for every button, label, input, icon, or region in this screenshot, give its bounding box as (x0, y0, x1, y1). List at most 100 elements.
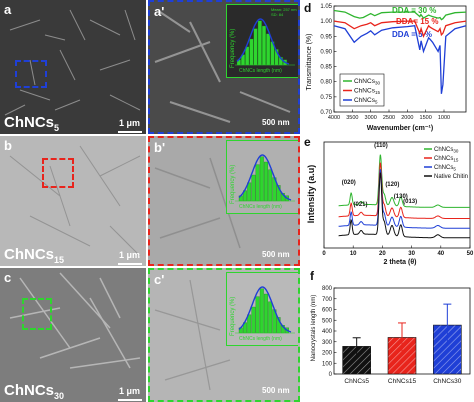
ftir-ytick-label: 0.80 (320, 80, 332, 86)
inset-xlabel-c1: ChNCs length (nm) (239, 336, 282, 342)
inset-ylabel-b1: Frequency (%) (230, 164, 236, 204)
xrd-xtick-label: 40 (437, 251, 444, 257)
inset-ylabel-c1: Frequency (%) (230, 296, 236, 336)
chart-letter-f: f (310, 269, 315, 283)
ftir-ytick-label: 0.90 (320, 49, 332, 55)
ftir-chart: d Transmittance (%) Wavenumber (cm⁻¹) DD… (304, 1, 467, 132)
panel-letter-b1: b' (154, 140, 166, 155)
bar-ytick-label: 400 (322, 329, 333, 335)
ftir-ytick-label: 1.05 (320, 4, 332, 10)
chart-letter-d: d (304, 1, 311, 15)
histogram-inset-c1: Frequency (%) ChNCs length (nm) (226, 272, 298, 346)
ftir-ytick-label: 0.85 (320, 65, 332, 71)
xrd-peak-label: (020) (342, 180, 356, 186)
xrd-series-line-ChNCs5 (338, 169, 470, 229)
bar-ytick-label: 0 (329, 372, 333, 378)
xrd-legend-label: ChNCs30 (434, 147, 459, 154)
xrd-series-line-Native (338, 172, 470, 239)
histogram-bar (251, 174, 256, 202)
ftir-xtick-label: 3000 (365, 115, 377, 121)
panel-letter-a: a (4, 2, 12, 17)
histogram-bar (259, 156, 264, 202)
ftir-ytick-label: 0.70 (320, 110, 332, 116)
histogram-bar (255, 296, 260, 334)
sample-label-b: ChNCs15 (4, 246, 65, 265)
ftir-ytick-label: 0.75 (320, 95, 332, 101)
ftir-series-line-ChNCs5 (333, 24, 467, 94)
scale-label-c1: 500 nm (262, 386, 290, 395)
histogram-bar (262, 25, 266, 66)
panel-b-micrograph: b ChNCs15 1 μm (0, 136, 146, 266)
inset-stat-sd-a1: SD: 84 (271, 12, 284, 17)
bar-ytick-label: 100 (322, 361, 333, 367)
fiber-texture-c (9, 272, 141, 369)
ftir-xtick-label: 2000 (401, 115, 413, 121)
scale-label-a: 1 μm (119, 118, 141, 128)
histogram-bar (264, 161, 268, 202)
ftir-annot-dda5: DDA = 5 % (392, 30, 432, 39)
scale-bar-a (118, 131, 142, 133)
ftir-xtick-label: 3500 (346, 115, 358, 121)
xrd-peak-label: (130) (394, 194, 408, 200)
scale-label-b1: 500 nm (262, 250, 290, 259)
histogram-a1 (235, 18, 295, 66)
inset-xlabel-a1: ChNCs length (nm) (239, 68, 282, 74)
panel-b1-micrograph: Frequency (%) ChNCs length (nm) b' 500 n… (148, 136, 300, 266)
xrd-xtick-label: 10 (350, 251, 357, 257)
histogram-bar (245, 46, 250, 66)
xrd-peak-label: (110) (374, 143, 388, 149)
histogram-bar (249, 38, 254, 66)
xrd-series-line-ChNCs15 (338, 162, 470, 219)
bar-ytick-label: 800 (322, 286, 333, 292)
gaussian-fit-curve (238, 286, 292, 333)
xrd-peak-label: (021) (353, 202, 367, 208)
ftir-legend-subscript: 30 (375, 81, 381, 86)
inset-ylabel-a1: Frequency (%) (230, 28, 236, 68)
xrd-peak-label: (013) (403, 199, 417, 205)
panel-c-micrograph: c ChNCs30 1 μm (0, 268, 146, 402)
bar-ytick-label: 600 (322, 308, 333, 314)
gaussian-fit-curve (238, 154, 292, 201)
fiber-texture-c1 (154, 279, 231, 391)
histogram-bar (264, 293, 268, 334)
region-box-green (22, 298, 52, 330)
fiber-texture-b1 (154, 157, 241, 249)
histogram-bar (268, 301, 273, 334)
region-box-red (42, 158, 74, 188)
histogram-bar (266, 33, 271, 66)
histogram-bar (255, 164, 260, 202)
histogram-inset-b1: Frequency (%) ChNCs length (nm) (226, 140, 298, 214)
ftir-plot-frame (333, 5, 467, 113)
fiber-texture-a1 (154, 11, 291, 123)
xrd-xlabel: 2 theta (θ) (384, 259, 417, 266)
xrd-ylabel: Intensity (a.u) (306, 165, 316, 224)
xrd-legend-subscript: 15 (453, 158, 459, 163)
histogram-bar (247, 314, 252, 334)
sample-label-a: ChNCs5 (4, 114, 60, 133)
xrd-series-line-ChNCs30 (338, 154, 470, 208)
panel-letter-b: b (4, 138, 12, 153)
histogram-b1 (235, 154, 295, 202)
bar-category-label: ChNCs30 (433, 378, 462, 385)
panel-c1-micrograph: Frequency (%) ChNCs length (nm) c' 500 n… (148, 268, 300, 402)
histogram-bar (247, 182, 252, 202)
ftir-xtick-label: 4000 (328, 115, 340, 121)
scale-label-a1: 500 nm (262, 118, 290, 127)
fiber-texture-b (9, 145, 141, 257)
xrd-xtick-label: 50 (467, 251, 474, 257)
ftir-xtick-label: 1000 (438, 115, 450, 121)
histogram-inset-a1: Frequency (%) ChNCs length (nm) Mean: 25… (226, 4, 298, 78)
chart-letter-e: e (304, 135, 311, 149)
bar-ytick-label: 200 (322, 351, 333, 357)
region-box-blue (15, 60, 47, 88)
inset-stat-mean-a1: Mean: 257 nm (271, 7, 297, 12)
ftir-annot-dda30: DDA = 30 % (392, 6, 436, 15)
xrd-xtick-label: 30 (408, 251, 415, 257)
ftir-legend-label: ChNCs5 (354, 97, 378, 105)
panel-a1-micrograph: Frequency (%) ChNCs length (nm) Mean: 25… (148, 0, 300, 134)
ftir-legend-label: ChNCs15 (354, 88, 380, 96)
bar-category-label: ChNCs15 (388, 378, 417, 385)
panel-a-micrograph: a ChNCs5 1 μm (0, 0, 146, 134)
scale-bar-c (118, 399, 142, 401)
ftir-series-line-ChNCs15 (333, 20, 467, 39)
